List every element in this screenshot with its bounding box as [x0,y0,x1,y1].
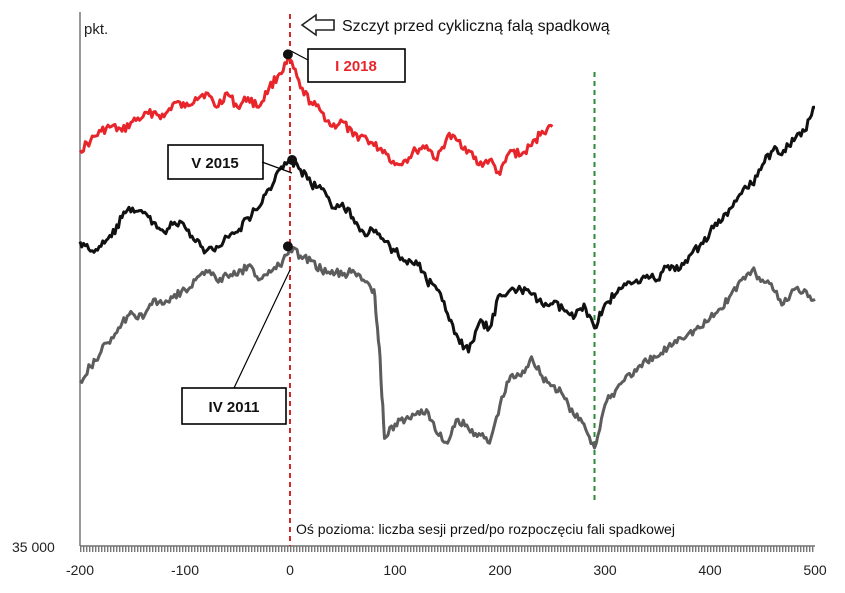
x-tick-labels: -200 -100 0 100 200 300 400 500 [66,562,827,578]
peak-annotation-text: Szczyt przed cykliczną falą spadkową [342,18,610,35]
x-tick-label: 300 [593,562,617,578]
x-tick-label: -100 [171,562,199,578]
peak-marker [282,49,293,60]
leader-line-v-2015 [261,161,293,174]
series-line-iv-2011 [79,244,816,450]
left-arrow-icon [300,13,335,37]
peak-markers [282,49,298,252]
x-tick-label: 100 [383,562,407,578]
svg-text:IV 2011: IV 2011 [209,399,260,416]
svg-text:V 2015: V 2015 [191,155,239,172]
series-label-iv-2011: IV 2011 [181,387,287,425]
x-tick-label: 200 [488,562,512,578]
x-tick-label: 500 [803,562,827,578]
y-min-label: 35 000 [12,539,55,555]
x-axis-minor-ticks [80,546,815,552]
svg-text:I 2018: I 2018 [335,58,377,75]
x-tick-label: 400 [698,562,722,578]
x-tick-label: 0 [286,562,294,578]
peak-marker [282,241,293,252]
x-tick-label: -200 [66,562,94,578]
series-label-i-2018: I 2018 [307,48,406,83]
leader-line-iv-2011 [233,269,291,389]
y-axis-label: pkt. [84,21,108,38]
x-axis-title: Oś pozioma: liczba sesji przed/po rozpoc… [296,521,675,537]
peak-marker [287,155,298,165]
series-line-v-2015 [78,105,815,354]
series-line-i-2018 [78,55,554,176]
leader-line-i-2018 [290,50,309,61]
series-label-v-2015: V 2015 [167,144,264,180]
